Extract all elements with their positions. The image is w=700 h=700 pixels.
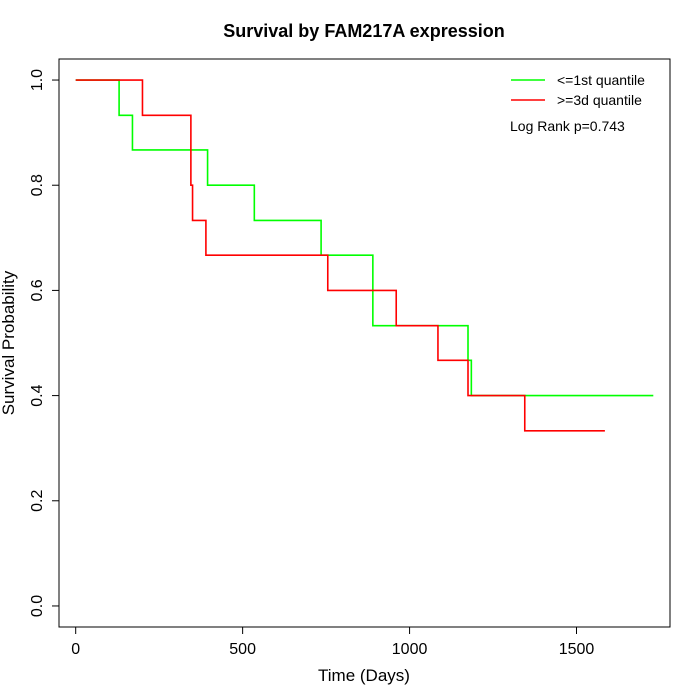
y-tick-label: 0.0: [29, 595, 46, 617]
y-axis-label: Survival Probability: [0, 270, 18, 415]
x-axis: 0 500 1000 1500: [71, 626, 595, 658]
y-tick-label: 0.4: [29, 384, 46, 406]
y-tick-label: 0.6: [29, 279, 46, 301]
series-layer: [75, 79, 654, 432]
legend-label: <=1st quantile: [557, 72, 645, 88]
x-tick-label: 1500: [559, 641, 595, 658]
chart-title: Survival by FAM217A expression: [223, 21, 504, 41]
x-tick-label: 500: [229, 641, 256, 658]
y-axis: 0.0 0.2 0.4 0.6 0.8 1.0: [29, 69, 60, 617]
x-axis-label: Time (Days): [318, 666, 410, 685]
x-tick-label: 1000: [392, 641, 428, 658]
y-tick-label: 0.8: [29, 174, 46, 196]
legend: <=1st quantile >=3d quantile: [511, 72, 645, 108]
y-tick-label: 0.2: [29, 490, 46, 512]
y-tick-label: 1.0: [29, 69, 46, 91]
x-tick-label: 0: [71, 641, 80, 658]
legend-label: >=3d quantile: [557, 92, 642, 108]
survival-curve-2: [75, 79, 605, 432]
log-rank-annotation: Log Rank p=0.743: [510, 118, 625, 134]
plot-frame: [58, 58, 671, 628]
